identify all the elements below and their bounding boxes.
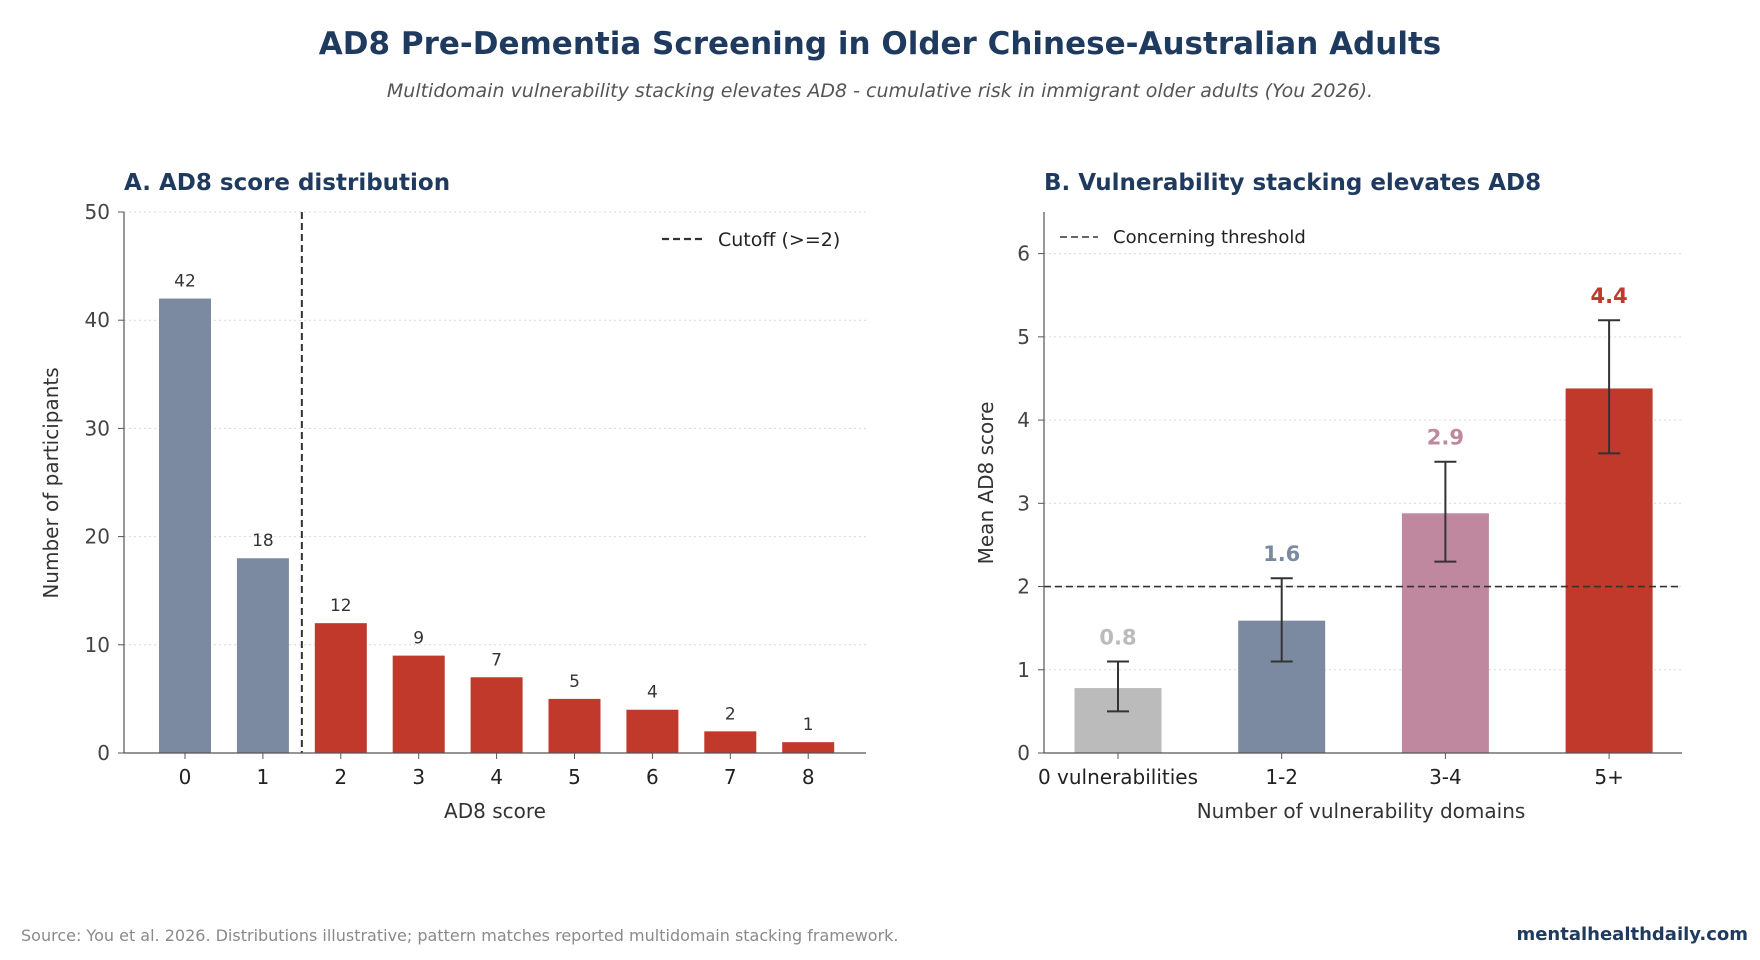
chart-b-title: B. Vulnerability stacking elevates AD8: [1044, 170, 1541, 196]
x-tick-label: 2: [334, 765, 347, 789]
y-tick-label: 0: [1017, 741, 1030, 765]
y-tick-label: 20: [85, 525, 110, 549]
y-tick-label: 3: [1017, 491, 1030, 515]
bar: [470, 677, 523, 753]
data-label: 4: [647, 683, 658, 703]
legend-label: Cutoff (>=2): [718, 229, 840, 251]
data-label: 42: [174, 272, 196, 292]
chart-panel-b: B. Vulnerability stacking elevates AD8 N…: [974, 170, 1682, 823]
x-tick-label: 5+: [1594, 765, 1623, 789]
bar: [704, 731, 757, 753]
legend-label: Concerning threshold: [1113, 227, 1306, 248]
data-label: 18: [252, 531, 274, 551]
x-tick-label: 3: [412, 765, 425, 789]
data-label: 9: [413, 629, 424, 649]
x-tick-label: 6: [646, 765, 659, 789]
y-tick-label: 40: [85, 308, 110, 332]
brand-link[interactable]: mentalhealthdaily.com: [1516, 924, 1748, 945]
chart-b-ylabel: Mean AD8 score: [974, 402, 998, 565]
bar: [392, 655, 445, 753]
data-label: 0.8: [1099, 625, 1136, 649]
bar: [314, 623, 367, 753]
y-tick-label: 5: [1017, 325, 1030, 349]
x-tick-label: 5: [568, 765, 581, 789]
bar: [782, 742, 835, 753]
chart-b-xlabel: Number of vulnerability domains: [1197, 799, 1526, 823]
y-tick-label: 1: [1017, 658, 1030, 682]
data-label: 1.6: [1263, 542, 1300, 566]
x-tick-label: 1-2: [1265, 765, 1298, 789]
data-label: 2: [725, 704, 736, 724]
chart-a-ylabel: Number of participants: [39, 367, 63, 598]
data-label: 12: [330, 596, 352, 616]
bar: [548, 698, 601, 753]
x-tick-label: 7: [724, 765, 737, 789]
data-label: 2.9: [1427, 426, 1464, 450]
x-tick-label: 4: [490, 765, 503, 789]
y-tick-label: 2: [1017, 575, 1030, 599]
x-tick-label: 8: [802, 765, 815, 789]
chart-panel-a: A. AD8 score distribution AD8 score Numb…: [39, 170, 866, 823]
source-note: Source: You et al. 2026. Distributions i…: [21, 926, 899, 945]
data-label: 7: [491, 650, 502, 670]
y-tick-label: 10: [85, 633, 110, 657]
x-tick-label: 3-4: [1429, 765, 1462, 789]
chart-a-xlabel: AD8 score: [444, 799, 546, 823]
bar: [159, 298, 211, 753]
data-label: 1: [803, 715, 814, 735]
page-subtitle: Multidomain vulnerability stacking eleva…: [386, 80, 1374, 102]
data-label: 4.4: [1590, 284, 1627, 308]
data-label: 5: [569, 672, 580, 692]
bar: [236, 558, 289, 753]
y-tick-label: 6: [1017, 242, 1030, 266]
x-tick-label: 0: [179, 765, 192, 789]
y-tick-label: 30: [85, 416, 110, 440]
y-tick-label: 50: [85, 200, 110, 224]
chart-a-title: A. AD8 score distribution: [124, 170, 450, 196]
x-tick-label: 1: [257, 765, 270, 789]
bar: [626, 709, 679, 753]
page-title: AD8 Pre-Dementia Screening in Older Chin…: [318, 26, 1442, 62]
y-tick-label: 0: [97, 741, 110, 765]
y-tick-label: 4: [1017, 408, 1030, 432]
x-tick-label: 0 vulnerabilities: [1038, 765, 1198, 789]
